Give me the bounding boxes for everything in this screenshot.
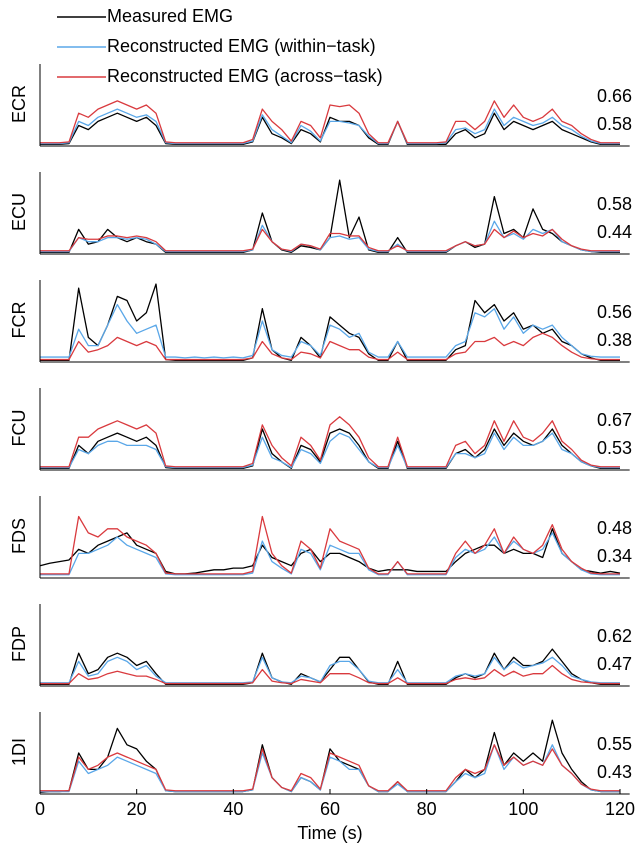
y-axis-label: FCU [9,410,29,447]
legend-label: Measured EMG [107,6,233,26]
score-label: 0.66 [597,86,632,106]
emg-line [39,528,621,575]
score-label: 0.43 [597,762,632,782]
emg-line [40,303,620,359]
emg-line [40,283,620,362]
emg-line [40,664,620,685]
y-axis-label: ECR [9,85,29,123]
score-label: 0.44 [597,222,632,242]
emg-line [40,100,620,144]
x-tick-label: 0 [35,799,45,819]
emg-line [40,656,620,684]
emg-line [40,220,620,253]
y-axis-label: ECU [9,193,29,231]
legend-label: Reconstructed EMG (across−task) [107,66,383,86]
score-label: 0.55 [597,734,632,754]
score-label: 0.58 [597,194,632,214]
score-label: 0.62 [597,626,632,646]
emg-line [40,228,620,252]
emg-line [39,719,620,794]
x-tick-label: 60 [320,799,340,819]
score-label: 0.47 [597,654,632,674]
emg-line [40,179,620,254]
x-axis-label: Time (s) [297,823,362,843]
y-axis-label: 1DI [9,738,29,766]
emg-line [40,332,620,361]
x-tick-label: 120 [605,799,635,819]
emg-line [40,112,620,146]
x-tick-label: 40 [223,799,243,819]
y-axis-label: FCR [9,302,29,339]
score-label: 0.48 [597,518,632,538]
emg-line [40,416,620,468]
emg-line [40,515,620,575]
y-axis-label: FDS [9,518,29,554]
emg-line [40,648,620,686]
legend-label: Reconstructed EMG (within−task) [107,36,376,56]
emg-line [40,108,620,145]
emg-line [40,428,620,470]
x-tick-label: 20 [127,799,147,819]
y-axis-label: FDP [9,626,29,662]
score-label: 0.53 [597,438,632,458]
emg-line [40,432,620,469]
score-label: 0.56 [597,302,632,322]
score-label: 0.58 [597,114,632,134]
x-tick-label: 80 [417,799,437,819]
emg-line [40,744,620,792]
score-label: 0.38 [597,330,632,350]
score-label: 0.67 [597,410,632,430]
score-label: 0.34 [597,546,632,566]
x-tick-label: 100 [508,799,538,819]
emg-line [40,744,620,793]
